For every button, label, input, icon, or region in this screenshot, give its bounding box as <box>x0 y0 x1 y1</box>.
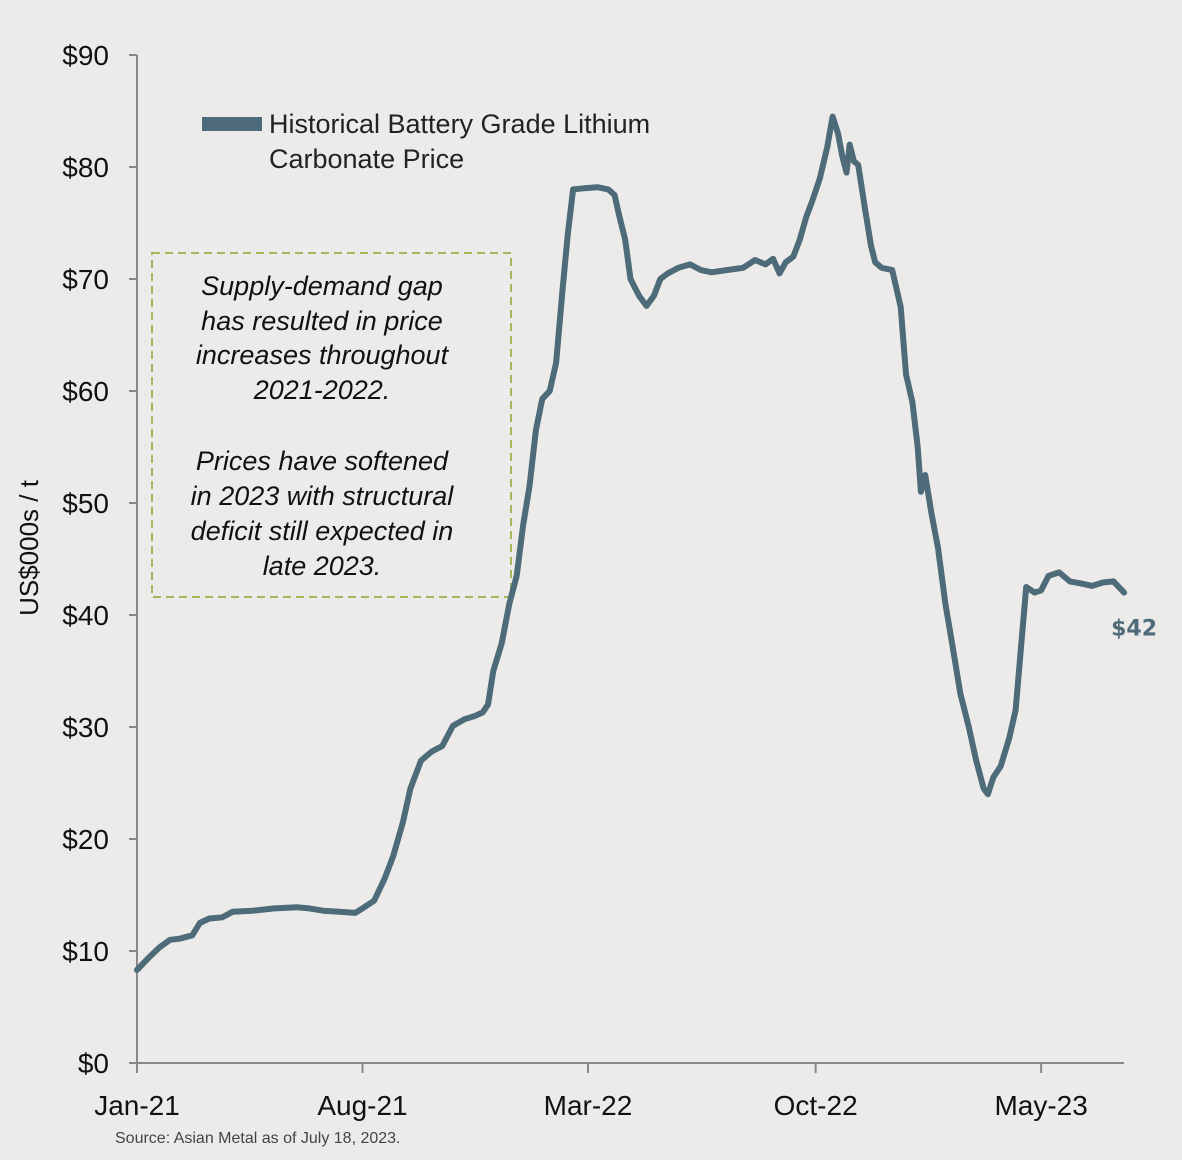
y-axis-title: US$000s / t <box>14 479 44 616</box>
y-axis: $0 $10 $20 $30 $40 $50 $60 $70 $80 $90 <box>62 40 137 1079</box>
x-tick-label: Aug-21 <box>317 1090 407 1121</box>
annotation-line-8: deficit still expected in <box>191 516 454 546</box>
y-tick-label: $20 <box>62 824 109 855</box>
x-tick-label: May-23 <box>994 1090 1087 1121</box>
x-axis: Jan-21 Aug-21 Mar-22 Oct-22 May-23 <box>94 1063 1088 1121</box>
annotation-line-4: 2021-2022. <box>253 375 391 405</box>
y-tick-label: $30 <box>62 712 109 743</box>
legend-label-line-1: Historical Battery Grade Lithium <box>269 109 650 139</box>
x-tick-label: Oct-22 <box>774 1090 858 1121</box>
price-series-line <box>134 113 1128 973</box>
annotation-line-2: has resulted in price <box>201 306 443 336</box>
legend: Historical Battery Grade Lithium Carbona… <box>202 109 650 174</box>
annotation-line-9: late 2023. <box>263 551 382 581</box>
y-tick-label: $40 <box>62 600 109 631</box>
y-tick-label: $50 <box>62 488 109 519</box>
annotation-line-7: in 2023 with structural <box>191 481 455 511</box>
x-tick-label: Jan-21 <box>94 1090 180 1121</box>
x-tick-label: Mar-22 <box>544 1090 633 1121</box>
y-tick-label: $0 <box>78 1048 109 1079</box>
y-tick-label: $60 <box>62 376 109 407</box>
annotation-line-1: Supply-demand gap <box>201 271 443 301</box>
annotation-line-3: increases throughout <box>196 340 450 370</box>
y-tick-label: $90 <box>62 40 109 71</box>
legend-label-line-2: Carbonate Price <box>269 144 464 174</box>
end-value-label: $42 <box>1111 617 1157 642</box>
annotation-line-6: Prices have softened <box>196 446 449 476</box>
y-tick-label: $10 <box>62 936 109 967</box>
y-tick-label: $70 <box>62 264 109 295</box>
legend-swatch <box>202 117 262 131</box>
annotation-box: Supply-demand gap has resulted in price … <box>151 252 512 598</box>
source-note: Source: Asian Metal as of July 18, 2023. <box>115 1130 401 1147</box>
y-tick-label: $80 <box>62 152 109 183</box>
